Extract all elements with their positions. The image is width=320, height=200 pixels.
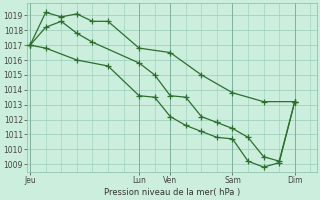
X-axis label: Pression niveau de la mer( hPa ): Pression niveau de la mer( hPa ): [104, 188, 240, 197]
